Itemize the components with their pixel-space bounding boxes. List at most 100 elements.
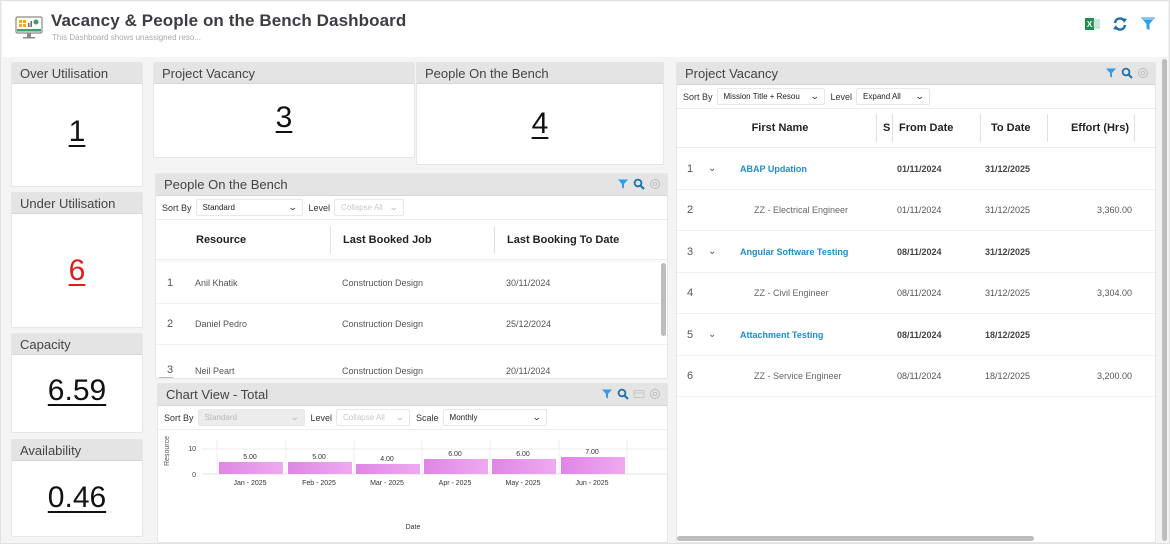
vacancy-grid-body: 1 ⌄ ABAP Updation 01/11/2024 31/12/2025 … <box>677 148 1155 397</box>
table-row[interactable]: 2 ZZ - Electrical Engineer 01/11/2024 31… <box>677 190 1155 231</box>
kpi-value[interactable]: 6 <box>68 254 86 287</box>
vacancy-panel: Project Vacancy Sort By Mission Title + … <box>676 62 1156 543</box>
to-date-cell: 31/12/2025 <box>985 205 1031 215</box>
project-name-cell[interactable]: Angular Software Testing <box>740 246 849 257</box>
bench-vertical-scrollbar[interactable] <box>661 263 666 336</box>
settings-icon[interactable] <box>649 178 661 190</box>
chevron-down-icon[interactable]: ⌄ <box>708 246 717 257</box>
bar-value-label: 6.00 <box>516 451 530 458</box>
scale-select[interactable]: Monthly ⌄ <box>442 409 547 426</box>
svg-text:X: X <box>1087 20 1093 29</box>
kpi-label: People On the Bench <box>417 63 663 84</box>
level-label: Level <box>310 412 333 423</box>
search-icon[interactable] <box>617 388 629 400</box>
kpi-value[interactable]: 1 <box>68 115 86 148</box>
date-cell: 25/12/2024 <box>506 319 552 329</box>
table-row[interactable]: 6 ZZ - Service Engineer 08/11/2024 18/12… <box>677 356 1155 397</box>
table-row[interactable]: 1 ⌄ ABAP Updation 01/11/2024 31/12/2025 <box>677 148 1155 190</box>
column-header-last-booked-job[interactable]: Last Booked Job <box>331 225 495 254</box>
column-header-effort[interactable]: Effort (Hrs) <box>1048 114 1135 142</box>
resource-cell: Neil Peart <box>195 366 235 376</box>
kpi-value[interactable]: 0.46 <box>47 481 107 514</box>
column-header-from-date[interactable]: From Date <box>893 114 981 142</box>
filter-icon[interactable] <box>601 388 613 400</box>
filter-icon[interactable] <box>617 178 629 190</box>
chevron-down-icon: ⌄ <box>809 91 820 101</box>
job-cell: Construction Design <box>342 278 424 288</box>
resource-role-cell: ZZ - Electrical Engineer <box>754 205 849 215</box>
bar-mar[interactable] <box>356 464 420 474</box>
kpi-value[interactable]: 4 <box>531 107 549 140</box>
refresh-icon[interactable] <box>1112 16 1128 32</box>
bar-may[interactable] <box>492 459 556 474</box>
kpi-value[interactable]: 6.59 <box>47 374 107 407</box>
bench-horizontal-scrollbar[interactable] <box>158 377 174 378</box>
column-header-to-date[interactable]: To Date <box>981 114 1048 142</box>
sort-by-select[interactable]: Mission Title + Resou ⌄ <box>716 88 825 105</box>
job-cell: Construction Design <box>342 366 424 376</box>
column-header-resource[interactable]: Resource <box>156 225 331 254</box>
bar-feb[interactable] <box>288 462 352 474</box>
settings-icon[interactable] <box>1137 67 1149 79</box>
sort-by-select[interactable]: Standard ⌄ <box>197 409 305 426</box>
bar-value-label: 7.00 <box>585 449 599 456</box>
chevron-down-icon[interactable]: ⌄ <box>708 329 717 340</box>
bar-apr[interactable] <box>424 459 488 474</box>
from-date-cell: 01/11/2024 <box>897 163 942 174</box>
table-row[interactable]: 5 ⌄ Attachment Testing 08/11/2024 18/12/… <box>677 314 1155 356</box>
level-select[interactable]: Collapse All ⌄ <box>336 409 411 426</box>
level-label: Level <box>308 202 331 213</box>
dashboard-monitor-icon <box>15 16 43 39</box>
column-header-first-name[interactable]: First Name <box>677 114 877 142</box>
chevron-down-icon[interactable]: ⌄ <box>708 163 717 174</box>
table-row[interactable]: 1 Anil Khatik Construction Design 30/11/… <box>156 263 667 304</box>
table-row[interactable]: 3 Neil Peart Construction Design 20/11/2… <box>156 345 667 378</box>
filter-icon[interactable] <box>1105 67 1117 79</box>
chevron-down-icon: ⌄ <box>531 412 542 422</box>
table-row[interactable]: 3 ⌄ Angular Software Testing 08/11/2024 … <box>677 231 1155 273</box>
search-icon[interactable] <box>1121 67 1133 79</box>
page-subtitle[interactable]: This Dashboard shows unassigned reso... <box>52 33 201 42</box>
resource-role-cell: ZZ - Service Engineer <box>754 371 842 381</box>
bar-value-label: 4.00 <box>380 456 394 463</box>
settings-icon[interactable] <box>649 388 661 400</box>
project-name-cell[interactable]: ABAP Updation <box>740 163 807 174</box>
x-tick: Jun - 2025 <box>575 480 608 487</box>
table-row[interactable]: 2 Daniel Pedro Construction Design 25/12… <box>156 304 667 345</box>
to-date-cell: 18/12/2025 <box>985 329 1031 340</box>
bench-grid-header: Resource Last Booked Job Last Booking To… <box>156 220 667 260</box>
table-view-icon[interactable] <box>633 388 645 400</box>
sort-by-select[interactable]: Standard ⌄ <box>195 199 303 216</box>
kpi-label: Availability <box>12 440 142 461</box>
bar-jan[interactable] <box>219 462 283 474</box>
row-number: 5 <box>687 328 694 341</box>
chevron-down-icon: ⌄ <box>389 202 400 212</box>
date-cell: 20/11/2024 <box>506 366 551 376</box>
from-date-cell: 08/11/2024 <box>897 371 942 381</box>
search-icon[interactable] <box>633 178 645 190</box>
page-vertical-scrollbar[interactable] <box>1162 59 1167 541</box>
kpi-label: Under Utilisation <box>12 193 142 214</box>
kpi-project-vacancy: Project Vacancy 3 <box>153 62 415 158</box>
project-name-cell[interactable]: Attachment Testing <box>740 329 824 340</box>
column-header-last-booking-to-date[interactable]: Last Booking To Date <box>507 233 620 246</box>
page-title: Vacancy & People on the Bench Dashboard <box>51 11 407 30</box>
bar-jun[interactable] <box>561 457 625 474</box>
kpi-value[interactable]: 3 <box>275 101 293 134</box>
x-tick: Jan - 2025 <box>233 480 266 487</box>
filter-icon[interactable] <box>1140 16 1156 32</box>
sort-by-label: Sort By <box>683 91 713 102</box>
table-row[interactable]: 4 ZZ - Civil Engineer 08/11/2024 31/12/2… <box>677 273 1155 314</box>
column-header-s[interactable]: S <box>877 114 893 142</box>
level-select[interactable]: Collapse All ⌄ <box>334 199 405 216</box>
effort-cell: 3,200.00 <box>1096 371 1132 381</box>
panel-title: Chart View - Total <box>166 387 269 402</box>
row-number: 6 <box>687 370 694 382</box>
vacancy-horizontal-scrollbar[interactable] <box>677 536 1034 541</box>
chevron-down-icon: ⌄ <box>287 202 298 212</box>
excel-export-icon[interactable]: X <box>1084 16 1100 32</box>
bar-value-label: 6.00 <box>448 451 462 458</box>
level-select[interactable]: Expand All ⌄ <box>856 88 931 105</box>
to-date-cell: 31/12/2025 <box>985 246 1031 257</box>
